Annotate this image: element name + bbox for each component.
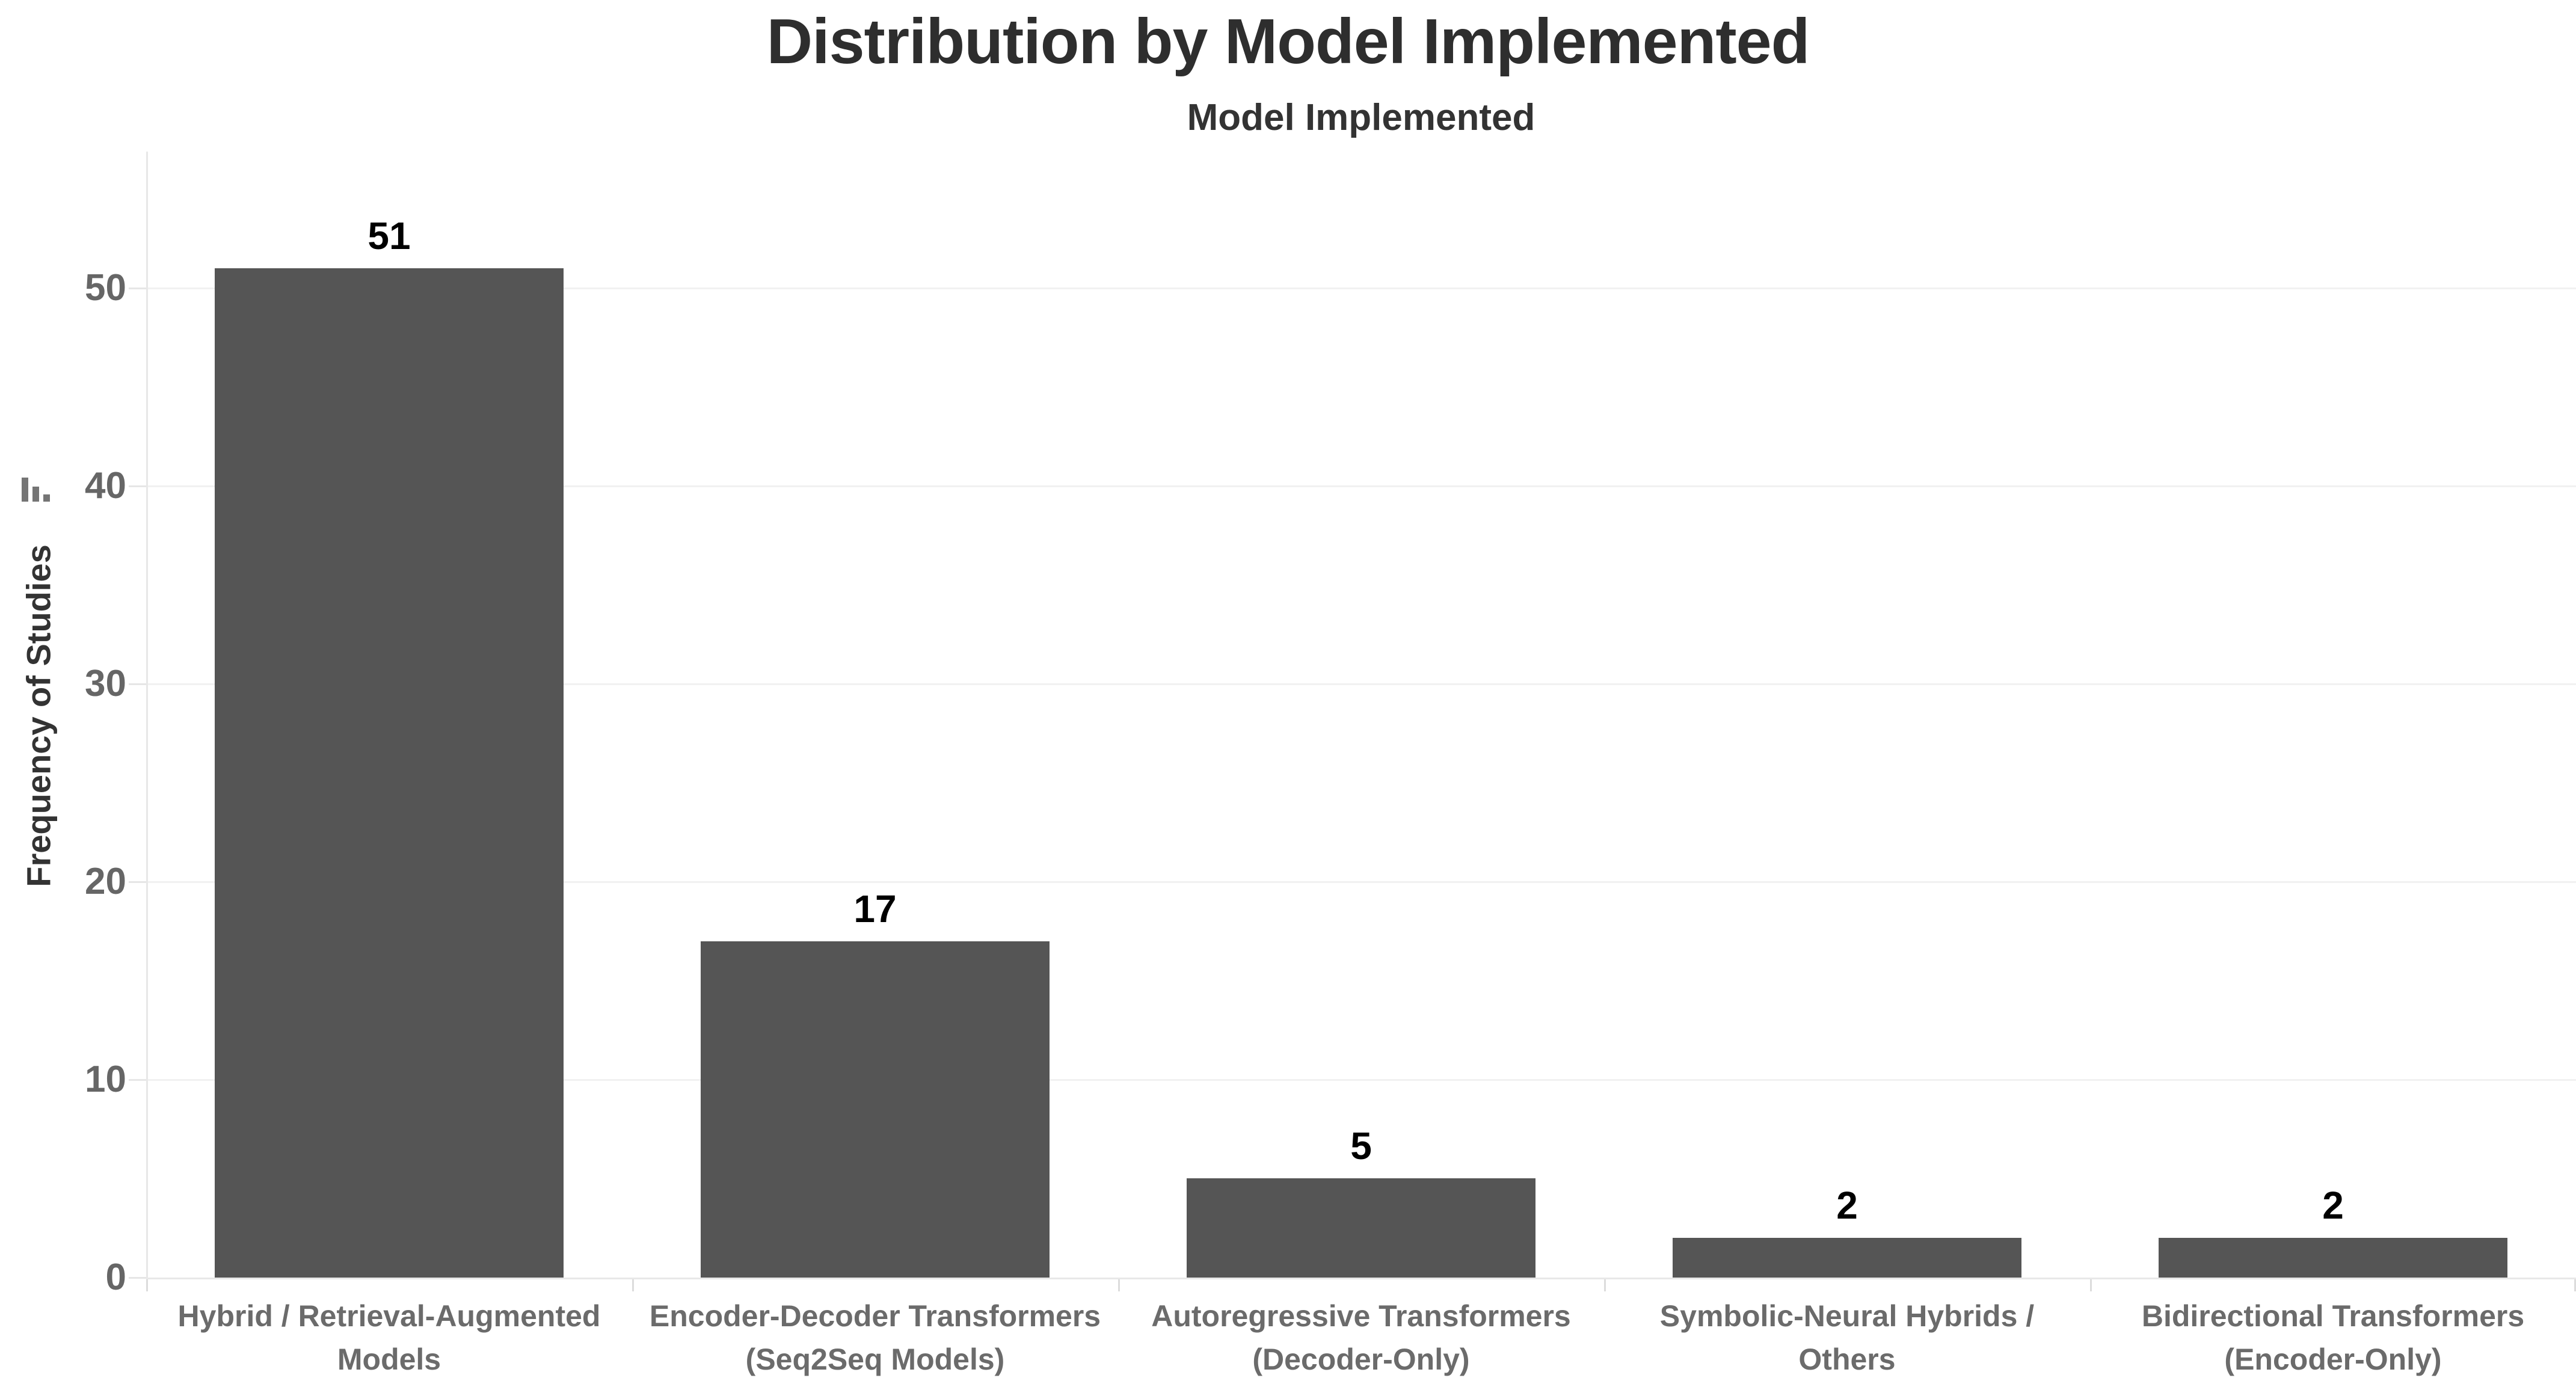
category-label-line: Symbolic-Neural Hybrids / bbox=[1659, 1299, 2035, 1333]
bar-value-label: 2 bbox=[2322, 1184, 2344, 1227]
category-boundary-tick bbox=[1118, 1279, 1120, 1291]
y-tick-mark bbox=[129, 485, 146, 487]
category-label-line: (Seq2Seq Models) bbox=[745, 1343, 1005, 1376]
category-label-line: Models bbox=[337, 1343, 441, 1376]
bar-value-label: 51 bbox=[367, 214, 411, 257]
category-label-line: Hybrid / Retrieval-Augmented bbox=[177, 1299, 601, 1333]
sort-descending-icon[interactable] bbox=[22, 476, 52, 502]
y-tick-mark bbox=[129, 683, 146, 685]
sort-icon-bar bbox=[32, 487, 39, 502]
y-tick-label: 40 bbox=[85, 465, 126, 506]
category-boundary-tick bbox=[2574, 1279, 2576, 1291]
y-axis-title: Frequency of Studies bbox=[19, 544, 58, 887]
y-tick-label: 0 bbox=[105, 1256, 126, 1298]
sort-icon-bar bbox=[43, 494, 50, 502]
bar-value-label: 17 bbox=[853, 887, 897, 930]
category-label: Encoder-Decoder Transformers (Seq2Seq Mod… bbox=[632, 1294, 1118, 1381]
y-tick-label: 10 bbox=[85, 1059, 126, 1100]
bar[interactable] bbox=[215, 268, 564, 1278]
y-tick-mark bbox=[129, 881, 146, 883]
y-gridline bbox=[146, 683, 2576, 685]
category-label-line: Autoregressive Transformers bbox=[1151, 1299, 1571, 1333]
category-label-line: Bidirectional Transformers bbox=[2141, 1299, 2525, 1333]
bar[interactable] bbox=[701, 941, 1050, 1278]
category-boundary-tick bbox=[2090, 1279, 2092, 1291]
category-boundary-tick bbox=[1604, 1279, 1606, 1291]
chart-title: Distribution by Model Implemented bbox=[766, 6, 1810, 77]
y-tick-mark bbox=[129, 1079, 146, 1081]
category-label: Bidirectional Transformers (Encoder-Only) bbox=[2090, 1294, 2576, 1381]
y-tick-mark bbox=[129, 288, 146, 289]
y-gridline bbox=[146, 288, 2576, 289]
bar[interactable] bbox=[1673, 1238, 2021, 1278]
category-label-line: Others bbox=[1798, 1343, 1896, 1376]
sort-icon-bar bbox=[22, 478, 28, 502]
y-tick-label: 30 bbox=[85, 663, 126, 704]
y-tick-label: 20 bbox=[85, 861, 126, 902]
category-boundary-tick bbox=[632, 1279, 634, 1291]
category-label: Autoregressive Transformers (Decoder-Only… bbox=[1118, 1294, 1604, 1381]
bar-value-label: 5 bbox=[1350, 1124, 1372, 1167]
category-label-line: (Decoder-Only) bbox=[1252, 1343, 1470, 1376]
y-gridline bbox=[146, 485, 2576, 487]
bar[interactable] bbox=[1187, 1178, 1535, 1278]
category-boundary-tick bbox=[146, 1279, 148, 1291]
x-axis-field-label: Model Implemented bbox=[1187, 97, 1535, 138]
y-tick-mark bbox=[129, 1277, 146, 1279]
bar[interactable] bbox=[2159, 1238, 2507, 1278]
category-label: Symbolic-Neural Hybrids / Others bbox=[1604, 1294, 2090, 1381]
category-label: Hybrid / Retrieval-Augmented Models bbox=[146, 1294, 632, 1381]
category-label-line: (Encoder-Only) bbox=[2224, 1343, 2442, 1376]
y-tick-label: 50 bbox=[85, 267, 126, 309]
category-label-line: Encoder-Decoder Transformers bbox=[649, 1299, 1101, 1333]
y-axis-line bbox=[146, 152, 148, 1279]
bar-value-label: 2 bbox=[1836, 1184, 1858, 1227]
x-axis-line bbox=[146, 1278, 2576, 1279]
y-gridline bbox=[146, 881, 2576, 883]
y-gridline bbox=[146, 1079, 2576, 1081]
